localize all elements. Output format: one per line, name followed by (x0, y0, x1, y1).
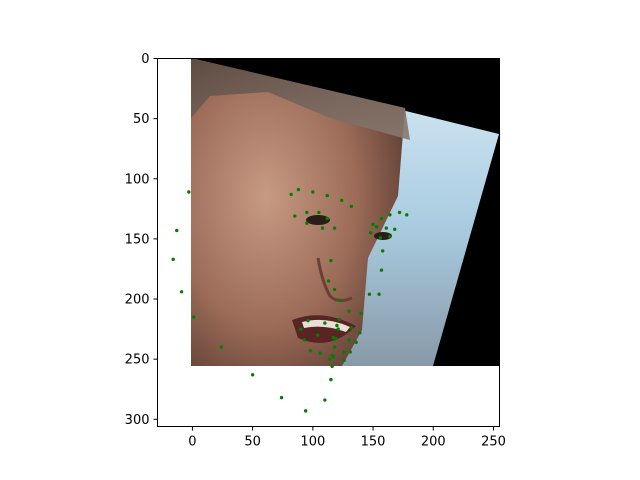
landmark-point (302, 338, 307, 342)
landmark-point (318, 351, 322, 355)
landmark-point (378, 235, 382, 240)
landmark-point (187, 190, 191, 194)
landmark-point (348, 350, 352, 354)
landmark-point (377, 292, 381, 296)
landmark-point (388, 234, 392, 239)
landmark-point (305, 210, 309, 215)
landmark-point (330, 364, 334, 369)
landmark-point (335, 323, 339, 328)
landmark-point (250, 373, 255, 377)
landmark-point (342, 350, 346, 354)
landmark-point (332, 345, 337, 349)
y-tick-label: 300 (125, 413, 150, 428)
y-tick-label: 50 (133, 112, 150, 127)
landmark-point (347, 338, 351, 342)
landmark-point (299, 327, 303, 331)
landmark-point (325, 216, 329, 221)
landmark-point (329, 258, 333, 263)
x-tick-label: 50 (244, 435, 261, 450)
landmark-point (374, 225, 379, 229)
landmark-point (337, 298, 342, 302)
landmark-point (359, 311, 363, 316)
landmark-point (337, 317, 342, 322)
x-axis-ticks: 0 50 100 150 200 250 (188, 426, 506, 450)
landmark-point (379, 216, 384, 221)
landmark-point (308, 349, 313, 353)
y-tick-label: 200 (125, 293, 150, 308)
landmark-point (289, 192, 293, 197)
x-tick-label: 250 (481, 435, 506, 450)
x-tick-label: 0 (188, 435, 196, 450)
landmark-point (342, 358, 346, 363)
landmark-point (279, 395, 284, 400)
landmark-point (336, 327, 340, 331)
landmark-point (296, 187, 301, 192)
landmark-point (349, 204, 354, 209)
landmark-point (367, 292, 372, 296)
x-tick-label: 150 (361, 435, 386, 450)
y-tick-label: 150 (125, 232, 150, 247)
landmark-point (303, 409, 308, 413)
landmark-point (311, 190, 315, 194)
landmark-point (380, 249, 385, 253)
landmark-point (320, 226, 325, 230)
landmark-point (325, 193, 329, 198)
landmark-point (326, 279, 331, 283)
landmark-point (219, 345, 224, 349)
landmark-point (331, 335, 336, 340)
landmark-point (332, 226, 337, 230)
landmark-point (306, 318, 310, 323)
landmark-point (388, 213, 392, 217)
landmark-point (379, 268, 384, 272)
landmark-point (329, 377, 333, 382)
landmark-point (175, 228, 179, 233)
landmark-point (317, 210, 321, 215)
landmark-point (347, 309, 351, 313)
landmark-point (358, 330, 362, 335)
y-axis-ticks: 0 50 100 150 200 250 300 (125, 52, 158, 428)
landmark-point (393, 227, 397, 231)
landmark-point (191, 315, 196, 319)
landmark-point (330, 353, 334, 358)
landmark-point (323, 398, 327, 402)
landmark-point (354, 340, 358, 345)
x-tick-label: 200 (421, 435, 446, 450)
landmark-point (305, 221, 309, 225)
landmark-point (368, 231, 373, 235)
face-image (191, 58, 499, 366)
landmark-point (405, 213, 409, 217)
landmark-point (384, 226, 389, 230)
landmark-point (340, 198, 344, 203)
landmark-point (328, 357, 332, 361)
landmark-point (332, 287, 337, 292)
landmark-point (371, 222, 375, 227)
landmark-point (315, 333, 320, 337)
landmark-point (349, 326, 354, 330)
landmark-point (171, 257, 175, 262)
landmark-point (179, 290, 184, 294)
y-tick-label: 100 (125, 172, 150, 187)
landmark-points (171, 187, 409, 413)
y-tick-label: 0 (141, 52, 149, 67)
x-tick-label: 100 (300, 435, 325, 450)
landmark-point (293, 214, 297, 218)
landmark-point (323, 321, 327, 325)
landmark-point (397, 210, 402, 215)
y-tick-label: 250 (125, 353, 150, 368)
plot-frame (157, 58, 500, 427)
